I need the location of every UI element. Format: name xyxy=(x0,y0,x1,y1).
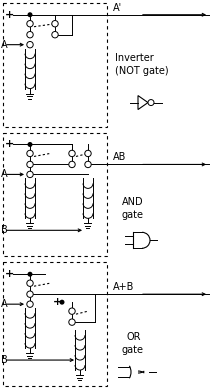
Text: A': A' xyxy=(113,3,122,13)
Text: A: A xyxy=(1,169,8,179)
Circle shape xyxy=(27,41,33,48)
Circle shape xyxy=(27,161,33,168)
Text: +: + xyxy=(5,269,15,279)
Bar xyxy=(3,133,107,256)
Text: gate: gate xyxy=(122,210,144,221)
Circle shape xyxy=(27,142,32,147)
Circle shape xyxy=(27,272,32,277)
Text: A+B: A+B xyxy=(113,282,134,292)
Circle shape xyxy=(27,32,33,38)
Text: +: + xyxy=(5,140,15,149)
Circle shape xyxy=(27,12,32,17)
Circle shape xyxy=(69,161,75,168)
Circle shape xyxy=(85,150,91,157)
Text: B: B xyxy=(1,225,8,235)
Text: gate: gate xyxy=(122,345,144,355)
Circle shape xyxy=(69,308,75,314)
Text: Inverter: Inverter xyxy=(115,53,154,63)
Circle shape xyxy=(52,32,58,38)
Polygon shape xyxy=(138,95,148,109)
Text: OR: OR xyxy=(127,332,142,342)
Bar xyxy=(3,3,107,127)
Text: B: B xyxy=(1,355,8,365)
Text: A: A xyxy=(1,299,8,309)
Text: A: A xyxy=(1,39,8,50)
Circle shape xyxy=(27,291,33,298)
Bar xyxy=(3,262,107,386)
Circle shape xyxy=(52,20,58,27)
Circle shape xyxy=(148,100,154,106)
Circle shape xyxy=(27,301,33,307)
Circle shape xyxy=(27,20,33,27)
Text: AB: AB xyxy=(113,152,126,162)
Circle shape xyxy=(69,319,75,325)
Text: +: + xyxy=(5,10,15,20)
Circle shape xyxy=(60,300,65,305)
Circle shape xyxy=(85,161,91,168)
Circle shape xyxy=(27,280,33,286)
Text: +: + xyxy=(53,297,63,307)
Text: AND: AND xyxy=(122,197,144,207)
Circle shape xyxy=(27,171,33,178)
Text: (NOT gate): (NOT gate) xyxy=(115,66,169,75)
Circle shape xyxy=(69,150,75,157)
Circle shape xyxy=(27,150,33,157)
